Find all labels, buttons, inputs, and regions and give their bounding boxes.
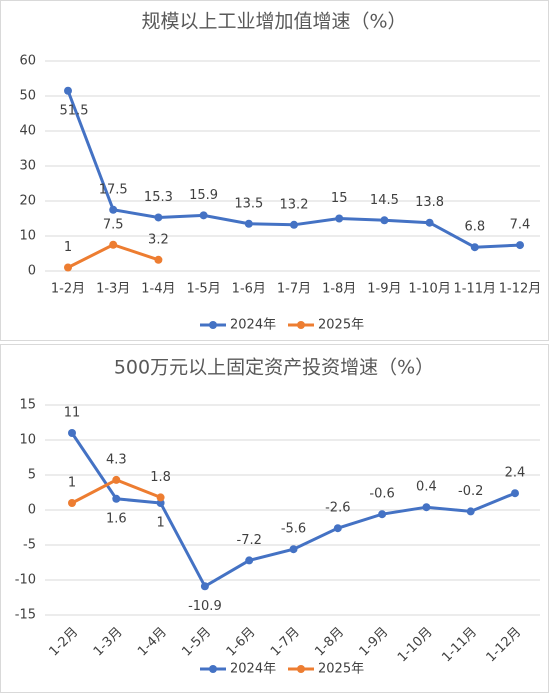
data-label: 15.9 xyxy=(189,188,218,203)
legend-marker xyxy=(209,665,217,673)
legend-marker xyxy=(209,321,217,329)
data-label: 51.5 xyxy=(60,103,89,118)
data-label: -0.6 xyxy=(369,487,394,502)
data-point xyxy=(154,255,163,264)
data-point xyxy=(378,510,387,519)
data-point xyxy=(466,507,475,516)
data-point xyxy=(154,213,163,222)
data-point xyxy=(156,493,165,502)
data-label: 14.5 xyxy=(370,193,399,208)
data-point xyxy=(511,489,519,498)
x-tick-label: 1-9月 xyxy=(367,282,401,297)
x-tick-label: 1-10月 xyxy=(408,282,451,297)
x-tick-label: 1-8月 xyxy=(322,282,356,297)
legend-marker xyxy=(297,665,305,673)
chart-frame xyxy=(0,344,549,693)
y-tick-label: 10 xyxy=(19,433,36,448)
y-tick-label: 30 xyxy=(19,159,36,174)
legend-label: 2024年 xyxy=(230,662,276,677)
data-label: 13.8 xyxy=(415,195,444,210)
data-label: -5.6 xyxy=(281,522,306,537)
data-label: 13.2 xyxy=(280,197,309,212)
data-label: -7.2 xyxy=(237,533,262,548)
y-tick-label: 50 xyxy=(19,89,36,104)
data-point xyxy=(68,429,76,437)
data-label: 1.8 xyxy=(150,470,171,485)
data-point xyxy=(64,86,72,95)
data-label: 13.5 xyxy=(234,196,263,211)
legend-label: 2025年 xyxy=(318,662,364,677)
data-label: 1 xyxy=(156,516,164,531)
data-label: 6.8 xyxy=(464,220,485,235)
data-point xyxy=(516,241,524,250)
data-point xyxy=(245,556,254,565)
data-label: 1 xyxy=(68,476,76,491)
y-tick-label: -10 xyxy=(15,573,36,588)
data-point xyxy=(112,475,121,484)
y-tick-label: 0 xyxy=(28,503,36,518)
data-point xyxy=(112,494,121,503)
data-label: 7.4 xyxy=(510,218,531,233)
data-label: 4.3 xyxy=(106,452,127,467)
data-point xyxy=(425,218,434,227)
data-label: 11 xyxy=(64,406,81,421)
y-tick-label: 40 xyxy=(19,124,36,139)
chart-title: 500万元以上固定资产投资增速（%） xyxy=(114,357,434,379)
data-label: 1 xyxy=(64,240,72,255)
y-tick-label: 15 xyxy=(19,398,36,413)
legend-label: 2024年 xyxy=(230,318,276,333)
y-tick-label: -15 xyxy=(15,608,36,623)
data-point xyxy=(199,211,208,220)
data-label: 17.5 xyxy=(99,182,128,197)
x-tick-label: 1-12月 xyxy=(499,282,542,297)
data-label: 1.6 xyxy=(106,511,127,526)
data-point xyxy=(335,214,344,223)
y-tick-label: 0 xyxy=(28,264,36,279)
x-tick-label: 1-3月 xyxy=(96,282,130,297)
chart-frame xyxy=(0,0,549,341)
data-label: -0.2 xyxy=(458,484,483,499)
data-point xyxy=(422,503,431,512)
x-tick-label: 1-7月 xyxy=(277,282,311,297)
data-point xyxy=(380,216,389,225)
data-label: -10.9 xyxy=(188,599,222,614)
data-point xyxy=(109,205,118,214)
data-point xyxy=(289,545,298,554)
data-point xyxy=(333,524,342,533)
data-label: 7.5 xyxy=(103,217,124,232)
x-tick-label: 1-11月 xyxy=(454,282,497,297)
legend-marker xyxy=(297,321,305,329)
data-point xyxy=(156,499,165,507)
x-tick-label: 1-4月 xyxy=(141,282,175,297)
y-tick-label: -5 xyxy=(23,538,36,553)
y-tick-label: 20 xyxy=(19,194,36,209)
data-label: 15 xyxy=(331,191,348,206)
data-point xyxy=(64,263,72,272)
data-point xyxy=(470,243,479,252)
x-tick-label: 1-6月 xyxy=(232,282,266,297)
legend-label: 2025年 xyxy=(318,318,364,333)
data-point xyxy=(109,240,118,249)
data-point xyxy=(244,219,253,228)
chart-title: 规模以上工业增加值增速（%） xyxy=(141,11,406,33)
y-tick-label: 10 xyxy=(19,229,36,244)
data-label: 15.3 xyxy=(144,190,173,205)
y-tick-label: 60 xyxy=(19,54,36,69)
x-tick-label: 1-5月 xyxy=(186,282,220,297)
data-label: 0.4 xyxy=(416,480,437,495)
y-tick-label: 5 xyxy=(28,468,36,483)
data-label: -2.6 xyxy=(325,501,350,516)
data-point xyxy=(200,582,209,591)
data-point xyxy=(68,499,76,507)
data-label: 3.2 xyxy=(148,232,169,247)
data-point xyxy=(290,220,298,229)
x-tick-label: 1-2月 xyxy=(51,282,85,297)
data-label: 2.4 xyxy=(505,466,526,481)
